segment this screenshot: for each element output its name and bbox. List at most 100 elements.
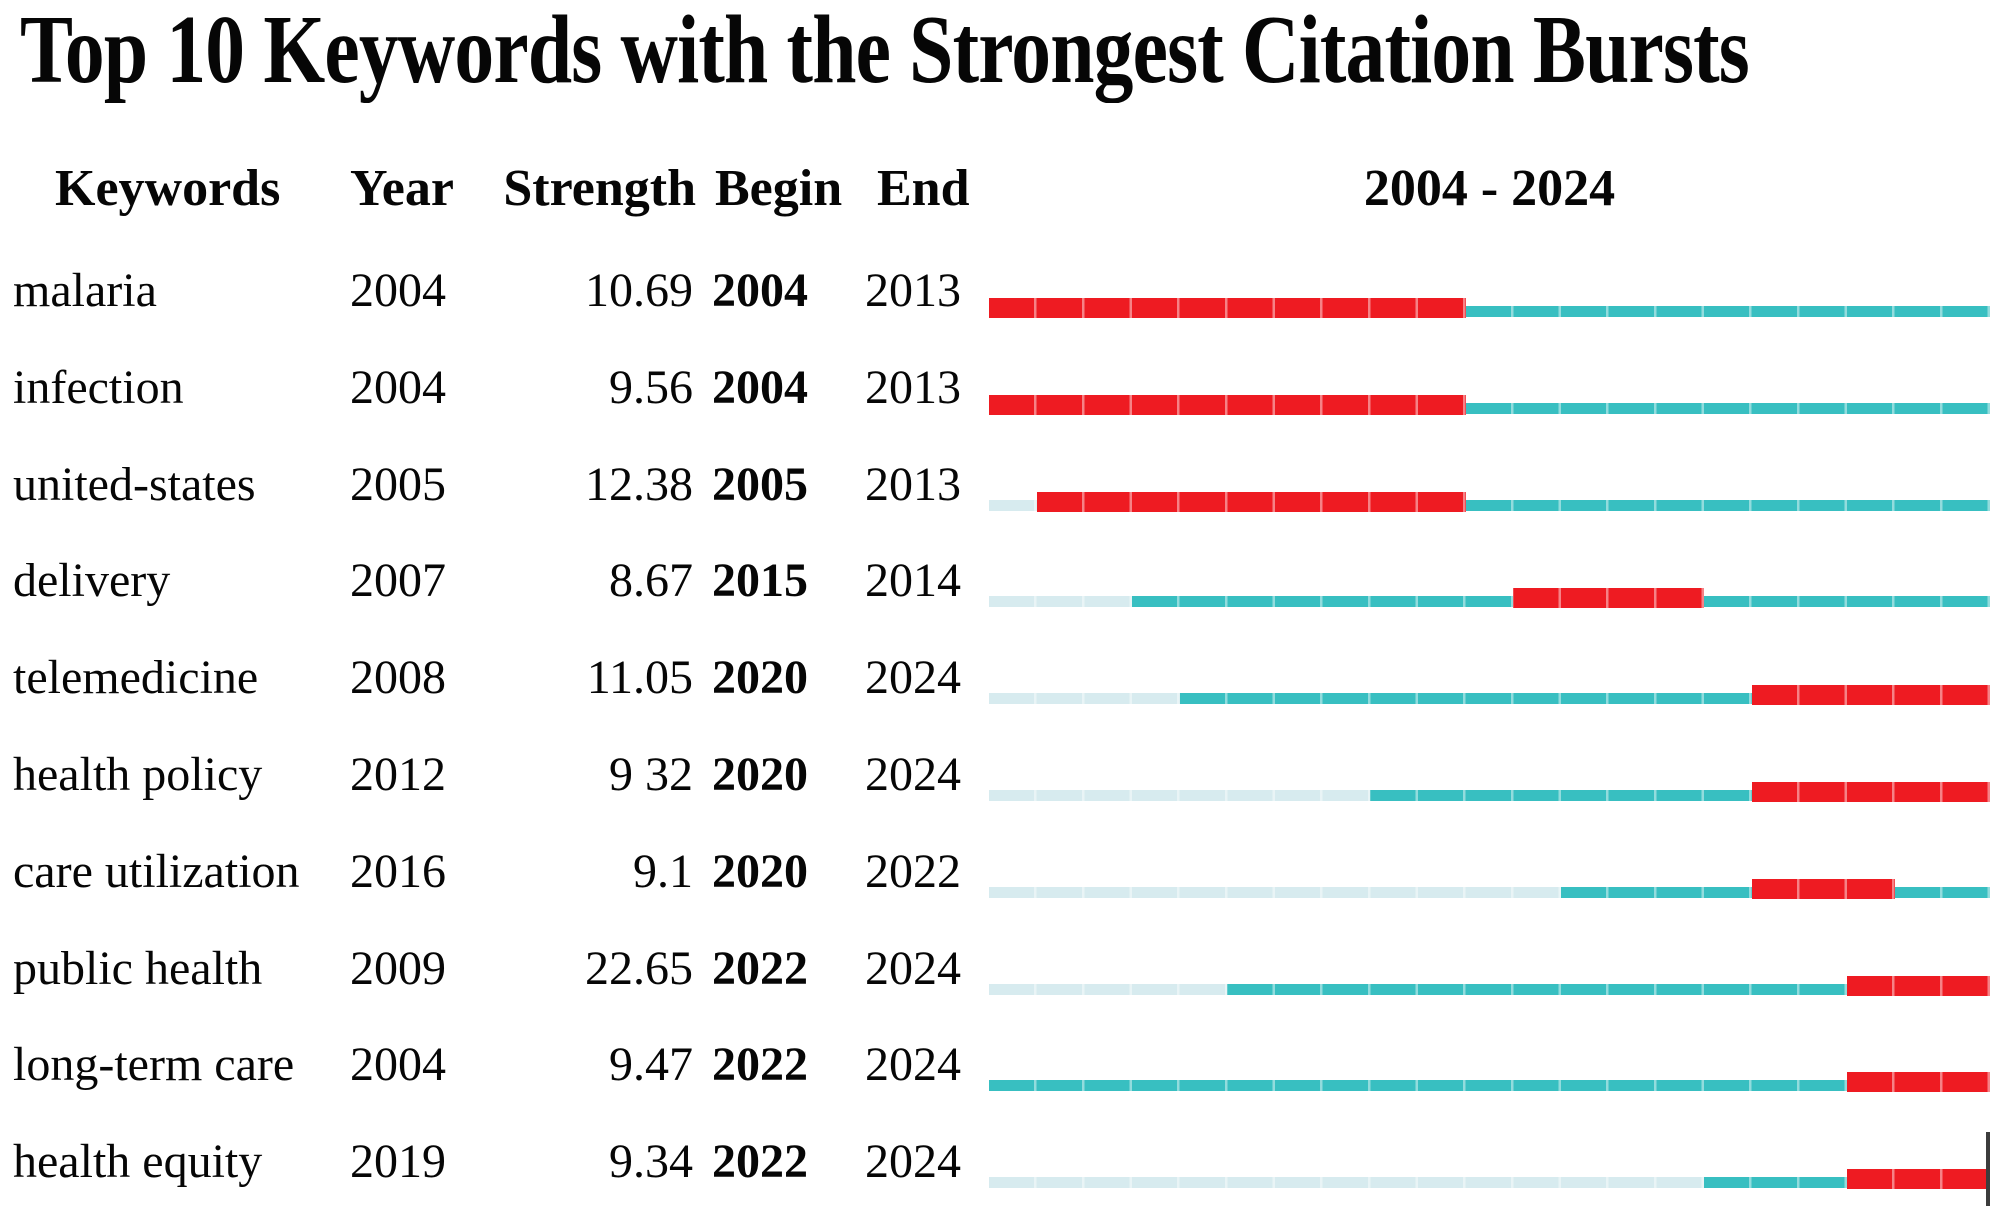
table-row: infection 2004 9.56 2004 2013 (0, 355, 2000, 421)
column-header-begin: Begin (715, 160, 843, 217)
year-cell: 2004 (350, 360, 446, 414)
burst-timeline-bar (989, 1072, 1990, 1093)
keyword-cell: care utilization (13, 844, 300, 898)
strength-cell: 22.65 (585, 941, 693, 995)
burst-timeline-bar (989, 394, 1990, 415)
bar-segment-active (1465, 306, 1990, 317)
bar-segment-pre (989, 886, 1561, 898)
year-cell: 2009 (350, 941, 446, 995)
table-row: care utilization 2016 9.1 2020 2022 (0, 839, 2000, 905)
figure-title: Top 10 Keywords with the Strongest Citat… (20, 0, 1750, 103)
table-row: united-states 2005 12.38 2005 2013 (0, 452, 2000, 518)
bar-segment-burst (1847, 1072, 1990, 1093)
column-header-year-range: 2004 - 2024 (1363, 160, 1616, 217)
bar-segment-active (1227, 983, 1847, 995)
begin-cell: 2022 (712, 941, 808, 995)
year-cell: 2019 (350, 1135, 446, 1189)
burst-timeline-bar (989, 782, 1990, 802)
bar-segment-pre (989, 790, 1371, 801)
strength-cell: 9.47 (609, 1038, 693, 1092)
burst-timeline-bar (989, 685, 1990, 706)
bar-segment-burst (989, 298, 1466, 318)
end-cell: 2024 (865, 941, 961, 995)
end-cell: 2022 (865, 844, 961, 898)
burst-timeline-bar (989, 491, 1990, 512)
bar-segment-active (1894, 886, 1990, 898)
table-row: public health 2009 22.65 2022 2024 (0, 936, 2000, 1002)
table-row: telemedicine 2008 11.05 2020 2024 (0, 645, 2000, 711)
bar-segment-pre (989, 983, 1228, 995)
strength-cell: 9 32 (609, 748, 693, 801)
bar-segment-active (1370, 790, 1752, 801)
bar-segment-active (1704, 596, 1990, 608)
strength-cell: 9.1 (633, 844, 693, 898)
table-row: delivery 2007 8.67 2015 2014 (0, 548, 2000, 614)
year-cell: 2004 (350, 1038, 446, 1092)
bar-segment-active (1179, 693, 1752, 705)
bar-segment-burst (1513, 588, 1704, 609)
burst-timeline-bar (989, 878, 1990, 899)
bar-segment-burst (1751, 782, 1990, 802)
begin-cell: 2022 (712, 1135, 808, 1189)
end-cell: 2013 (865, 457, 961, 511)
year-cell: 2005 (350, 457, 446, 511)
keyword-cell: telemedicine (13, 651, 259, 705)
cursor-artifact-line (1986, 1132, 1990, 1206)
keyword-cell: long-term care (13, 1038, 295, 1092)
burst-timeline-bar (989, 298, 1990, 318)
bar-segment-pre (989, 1177, 1704, 1189)
begin-cell: 2015 (712, 554, 808, 608)
strength-cell: 10.69 (585, 264, 693, 317)
burst-timeline-bar (989, 975, 1990, 996)
bar-segment-burst (989, 394, 1466, 415)
year-cell: 2007 (350, 554, 446, 608)
bar-segment-active (1561, 886, 1752, 898)
year-cell: 2012 (350, 748, 446, 801)
bar-segment-active (1132, 596, 1514, 608)
bar-segment-burst (1751, 685, 1990, 706)
burst-timeline-bar (989, 588, 1990, 609)
bar-segment-burst (1751, 878, 1895, 899)
table-row: long-term care 2004 9.47 2022 2024 (0, 1032, 2000, 1098)
keyword-cell: united-states (13, 457, 256, 511)
begin-cell: 2020 (712, 748, 808, 801)
bar-segment-active (1465, 402, 1990, 414)
begin-cell: 2005 (712, 457, 808, 511)
strength-cell: 12.38 (585, 457, 693, 511)
strength-cell: 9.34 (609, 1135, 693, 1189)
year-cell: 2008 (350, 651, 446, 705)
burst-timeline-bar (989, 1169, 1990, 1190)
keyword-cell: public health (13, 941, 263, 995)
column-header-year: Year (350, 160, 454, 217)
begin-cell: 2022 (712, 1038, 808, 1092)
table-header-row: Keywords Year Strength Begin End 2004 - … (0, 156, 2000, 222)
end-cell: 2024 (865, 748, 961, 801)
end-cell: 2024 (865, 1038, 961, 1092)
bar-segment-active (1704, 1177, 1847, 1189)
strength-cell: 11.05 (586, 651, 693, 705)
bar-segment-pre (989, 596, 1132, 608)
begin-cell: 2004 (712, 264, 808, 317)
keyword-cell: malaria (13, 264, 157, 317)
year-cell: 2004 (350, 264, 446, 317)
table-row: health policy 2012 9 32 2020 2024 (0, 742, 2000, 808)
end-cell: 2024 (865, 651, 961, 705)
column-header-strength: Strength (503, 160, 696, 217)
keyword-cell: health policy (13, 748, 263, 801)
end-cell: 2024 (865, 1135, 961, 1189)
bar-segment-burst (1847, 975, 1990, 996)
column-header-end: End (877, 160, 970, 217)
strength-cell: 8.67 (609, 554, 693, 608)
begin-cell: 2020 (712, 844, 808, 898)
bar-segment-burst (1036, 491, 1466, 512)
keyword-cell: health equity (13, 1135, 263, 1189)
end-cell: 2014 (865, 554, 961, 608)
begin-cell: 2004 (712, 360, 808, 414)
column-header-keywords: Keywords (55, 160, 281, 217)
keyword-cell: delivery (13, 554, 171, 608)
year-cell: 2016 (350, 844, 446, 898)
strength-cell: 9.56 (609, 360, 693, 414)
table-row: health equity 2019 9.34 2022 2024 (0, 1129, 2000, 1195)
bar-segment-burst (1847, 1169, 1990, 1190)
